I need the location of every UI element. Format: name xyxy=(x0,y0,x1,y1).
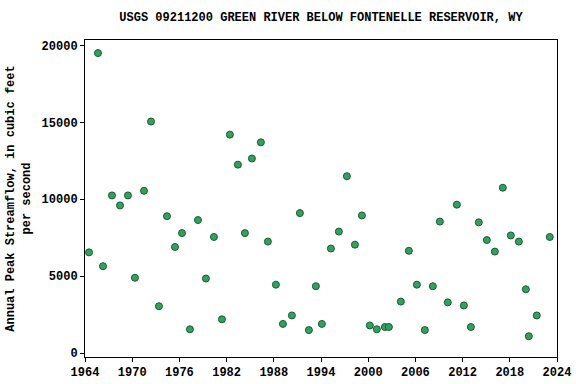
svg-text:0: 0 xyxy=(70,347,77,361)
svg-text:20000: 20000 xyxy=(42,40,78,54)
svg-text:5000: 5000 xyxy=(49,270,78,284)
svg-text:2018: 2018 xyxy=(495,366,524,380)
svg-text:1970: 1970 xyxy=(118,366,147,380)
svg-text:2000: 2000 xyxy=(354,366,383,380)
svg-text:1994: 1994 xyxy=(307,366,336,380)
svg-text:USGS 09211200 GREEN RIVER BELO: USGS 09211200 GREEN RIVER BELOW FONTENEL… xyxy=(119,11,523,25)
svg-text:1982: 1982 xyxy=(212,366,241,380)
svg-text:15000: 15000 xyxy=(42,117,78,131)
svg-text:1988: 1988 xyxy=(259,366,288,380)
svg-text:2024: 2024 xyxy=(543,366,572,380)
svg-text:2012: 2012 xyxy=(448,366,477,380)
svg-text:Annual Peak Streamflow, in cub: Annual Peak Streamflow, in cubic feetper… xyxy=(4,65,34,331)
svg-text:2006: 2006 xyxy=(401,366,430,380)
svg-text:1964: 1964 xyxy=(71,366,100,380)
svg-text:10000: 10000 xyxy=(42,193,78,207)
svg-text:1976: 1976 xyxy=(165,366,194,380)
